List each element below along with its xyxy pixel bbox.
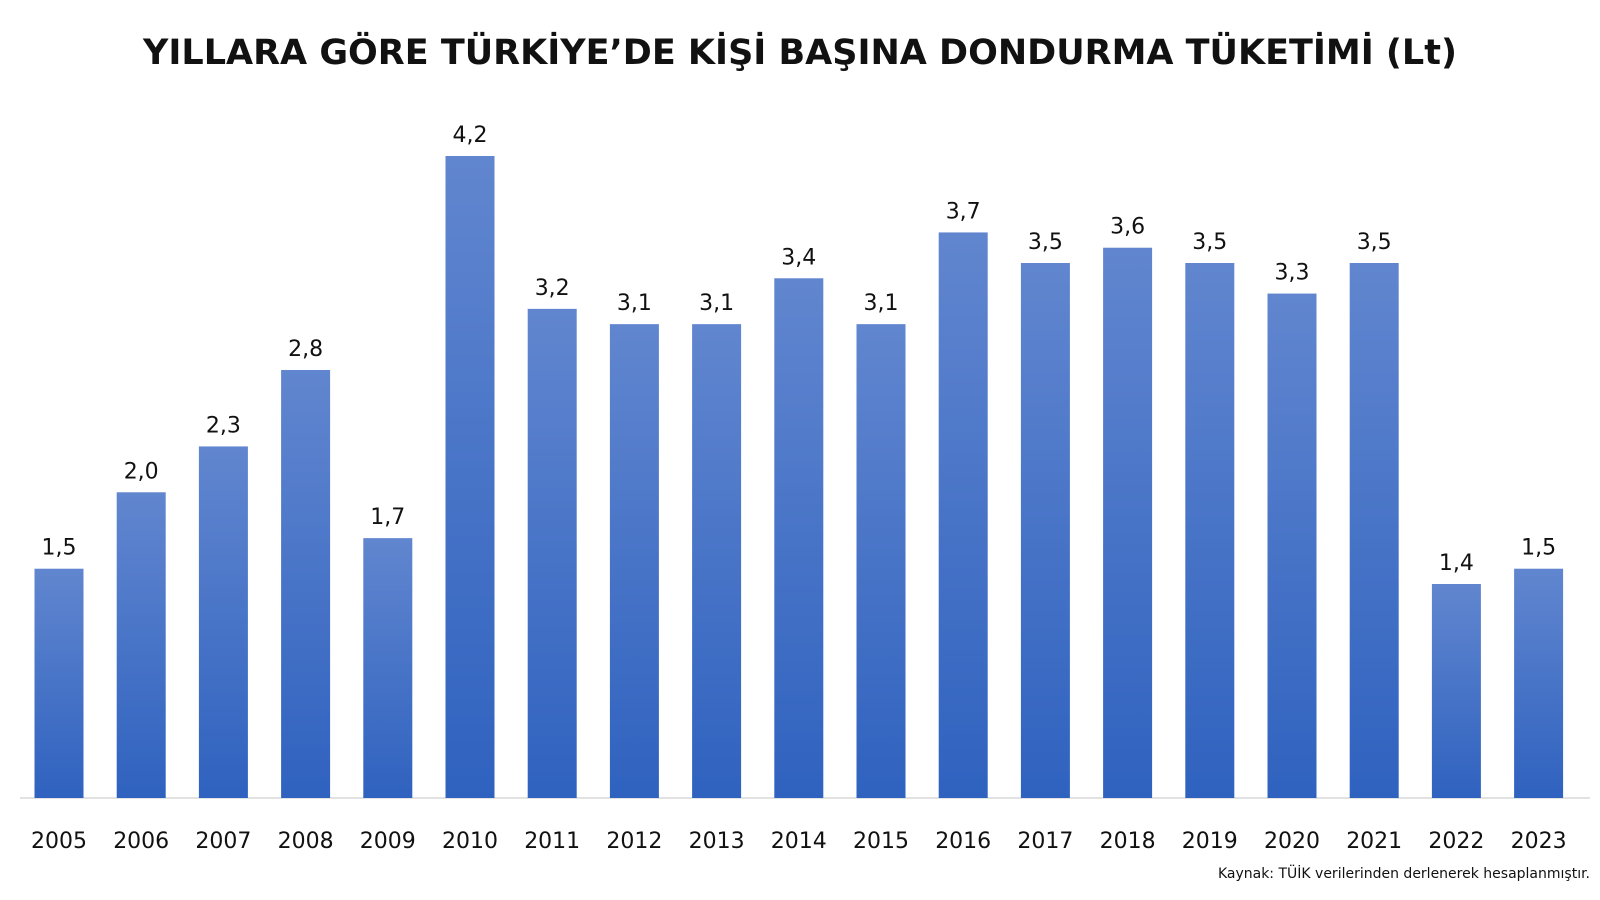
x-tick-label: 2013 (689, 829, 745, 854)
data-label: 3,3 (1275, 261, 1310, 286)
x-tick-label: 2023 (1511, 829, 1567, 854)
data-label: 1,5 (42, 536, 77, 561)
bar (116, 492, 166, 798)
source-note: Kaynak: TÜİK verilerinden derlenerek hes… (1218, 864, 1590, 882)
chart-title: YILLARA GÖRE TÜRKİYE’DE KİŞİ BAŞINA DOND… (142, 31, 1457, 73)
x-tick-label: 2012 (606, 829, 662, 854)
data-label: 1,4 (1439, 551, 1474, 576)
bar (363, 538, 413, 798)
bar (1185, 263, 1235, 798)
x-tick-label: 2020 (1264, 829, 1320, 854)
bar (938, 232, 988, 798)
bar (1267, 293, 1317, 798)
x-tick-label: 2019 (1182, 829, 1238, 854)
data-label: 3,5 (1028, 230, 1063, 255)
data-label: 1,7 (370, 505, 405, 530)
bar (856, 324, 906, 798)
bar (609, 324, 659, 798)
bar (1431, 584, 1481, 798)
bar (774, 278, 824, 798)
x-tick-label: 2017 (1017, 829, 1073, 854)
data-label: 3,1 (699, 291, 734, 316)
data-label: 1,5 (1521, 536, 1556, 561)
data-label: 3,7 (946, 199, 981, 224)
x-tick-label: 2016 (935, 829, 991, 854)
bar (445, 156, 495, 798)
data-label: 3,1 (864, 291, 899, 316)
data-label: 2,3 (206, 413, 241, 438)
bar (1349, 263, 1399, 798)
bar (198, 446, 248, 798)
data-label: 3,2 (535, 276, 570, 301)
bar (527, 308, 577, 798)
bar (1020, 263, 1070, 798)
data-label: 3,5 (1357, 230, 1392, 255)
data-label: 3,1 (617, 291, 652, 316)
x-tick-label: 2007 (195, 829, 251, 854)
data-label: 3,4 (781, 245, 816, 270)
x-tick-label: 2021 (1346, 829, 1402, 854)
bar (281, 370, 331, 798)
x-tick-label: 2005 (31, 829, 87, 854)
data-label: 3,5 (1192, 230, 1227, 255)
bar (1103, 247, 1153, 798)
bar (692, 324, 742, 798)
x-tick-label: 2011 (524, 829, 580, 854)
x-tick-label: 2006 (113, 829, 169, 854)
x-tick-label: 2018 (1100, 829, 1156, 854)
x-tick-label: 2008 (278, 829, 334, 854)
data-label: 4,2 (453, 123, 488, 148)
x-tick-label: 2009 (360, 829, 416, 854)
x-tick-label: 2014 (771, 829, 827, 854)
x-tick-label: 2015 (853, 829, 909, 854)
bar (1514, 568, 1564, 798)
x-tick-label: 2010 (442, 829, 498, 854)
bar (34, 568, 84, 798)
data-label: 2,0 (124, 459, 159, 484)
data-label: 3,6 (1110, 215, 1145, 240)
x-tick-label: 2022 (1428, 829, 1484, 854)
data-label: 2,8 (288, 337, 323, 362)
